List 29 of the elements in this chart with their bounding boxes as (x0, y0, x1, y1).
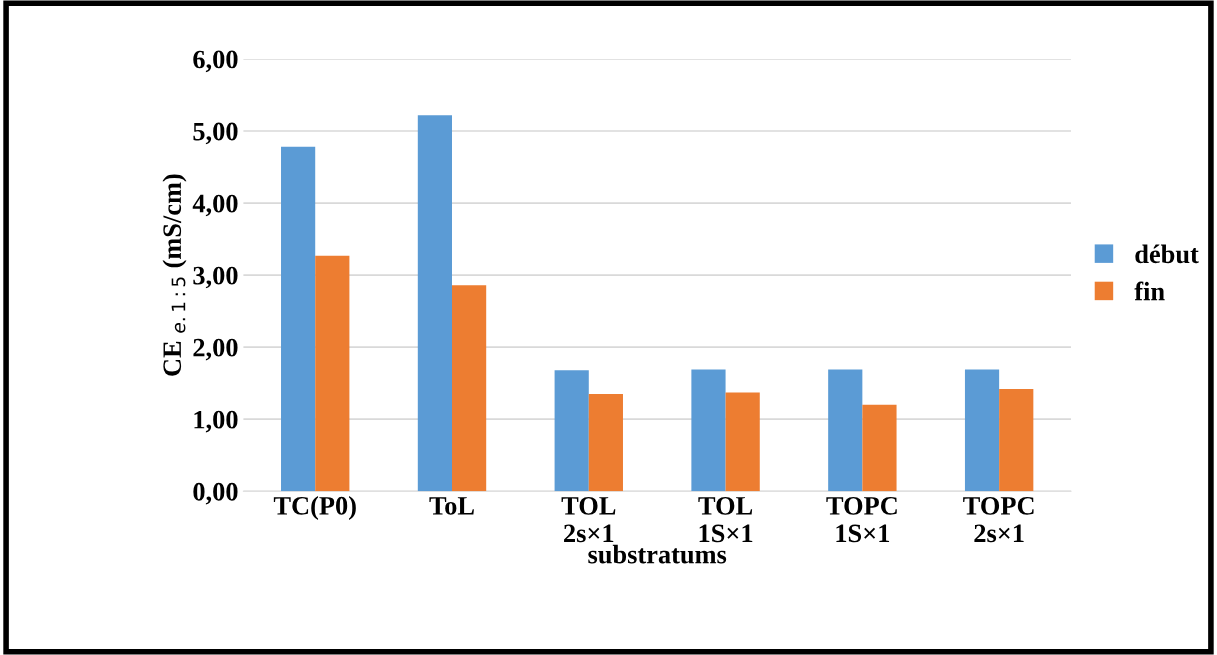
x-tick-label: TOPC 2s×1 (963, 496, 1034, 543)
legend-label: début (1135, 244, 1199, 264)
x-tick-label: TOL 2s×1 (561, 496, 616, 543)
y-axis-title: CE $_{e.1:5}$ (mS/cm) (162, 174, 187, 376)
y-tick-label: 6,00 (193, 50, 238, 73)
y-tick-label: 0,00 (193, 482, 238, 505)
bar (417, 115, 452, 492)
x-tick-label: TOPC 1S×1 (826, 496, 897, 543)
bar (452, 285, 487, 492)
bar (964, 369, 1000, 492)
x-tick-label: TC(P0) (273, 496, 356, 521)
bar (828, 369, 863, 492)
y-tick-label: 2,00 (193, 338, 238, 361)
y-tick-label: 3,00 (193, 266, 238, 289)
y-tick-label: 5,00 (193, 122, 238, 145)
bar (281, 146, 316, 492)
x-axis-title: substratums (588, 544, 727, 564)
y-tick-label: 1,00 (194, 410, 238, 433)
bar (691, 369, 726, 492)
x-tick-label: ToL (429, 497, 474, 515)
x-tick-label: TOL 1S×1 (698, 496, 753, 543)
bar (999, 388, 1034, 492)
bar (554, 370, 589, 492)
bar (588, 393, 623, 492)
bar (725, 392, 760, 492)
y-tick-label: 4,00 (192, 194, 238, 217)
legend-label: fin (1134, 281, 1165, 301)
bar (315, 255, 350, 492)
bar (862, 404, 897, 492)
